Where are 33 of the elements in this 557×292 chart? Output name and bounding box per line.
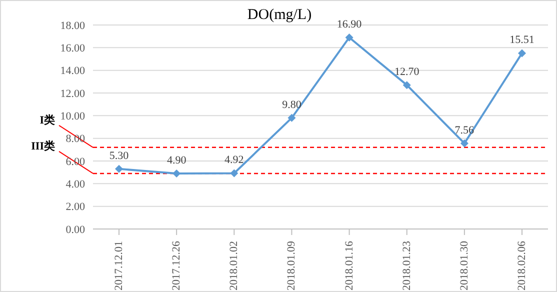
y-tick-label: 18.00 xyxy=(60,20,86,32)
x-tick-label: 2018.01.02 xyxy=(228,241,240,290)
data-label: 9.80 xyxy=(282,98,302,111)
x-tick-label: 2018.02.06 xyxy=(516,240,528,290)
point xyxy=(115,164,123,173)
y-tick-label: 16.00 xyxy=(60,42,86,55)
data-label: 4.90 xyxy=(166,154,187,166)
point xyxy=(518,49,526,58)
ref-line-label: I类 xyxy=(40,113,55,126)
y-tick-label: 14.00 xyxy=(60,65,86,78)
point xyxy=(288,114,296,122)
y-tick-label: 4.00 xyxy=(66,178,86,191)
data-label: 16.90 xyxy=(336,18,362,30)
point xyxy=(345,33,354,42)
point xyxy=(460,139,468,148)
x-tick-label: 2018.01.23 xyxy=(400,240,413,290)
chart-title: DO(mg/L) xyxy=(247,7,312,23)
y-tick-label: 12.00 xyxy=(60,88,86,100)
x-tick-label: 2018.01.30 xyxy=(458,240,470,290)
x-tick-label: 2017.12.01 xyxy=(113,241,125,290)
x-tick-label: 2018.01.16 xyxy=(343,240,356,290)
x-tick-label: 2018.01.09 xyxy=(286,240,298,290)
data-label: 4.92 xyxy=(224,154,244,166)
data-label: 12.70 xyxy=(394,66,420,78)
y-tick-label: 10.00 xyxy=(60,110,86,123)
data-label: 15.51 xyxy=(510,34,534,46)
data-label: 5.30 xyxy=(109,150,130,162)
x-tick-label: 2017.12.26 xyxy=(170,240,183,290)
ref-line-label: III类 xyxy=(31,139,55,152)
y-tick-label: 2.00 xyxy=(66,201,86,214)
point xyxy=(402,81,411,90)
y-tick-label: 0.00 xyxy=(66,224,86,236)
point xyxy=(230,169,238,178)
